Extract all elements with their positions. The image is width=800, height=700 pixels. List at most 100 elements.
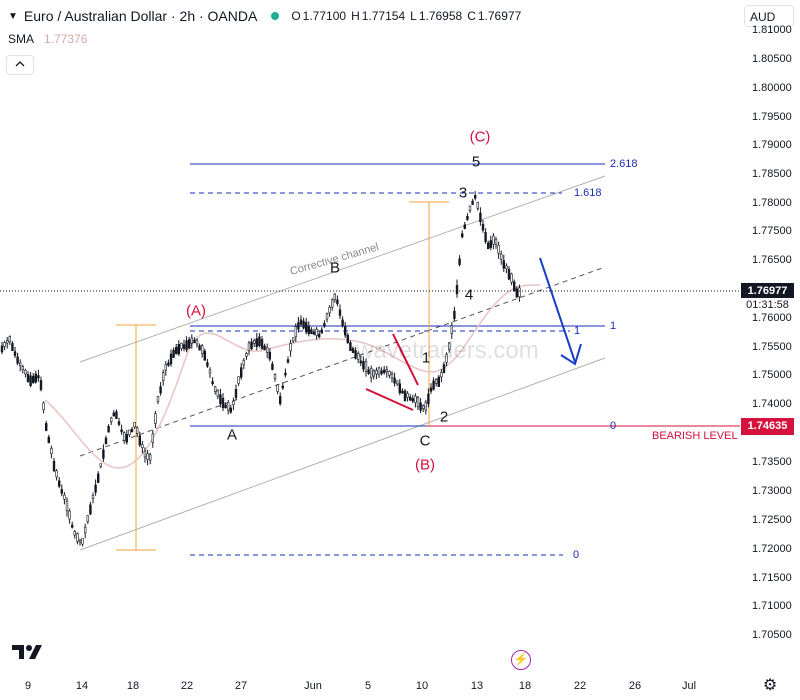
candle-body bbox=[143, 450, 147, 458]
candle-body bbox=[408, 396, 412, 401]
candle-body bbox=[89, 504, 92, 515]
candle-body bbox=[307, 325, 310, 334]
candle-body bbox=[21, 366, 24, 371]
candle-body bbox=[323, 323, 326, 327]
candle-body bbox=[471, 200, 474, 205]
wave-label-5: 5 bbox=[471, 153, 481, 171]
candle-body bbox=[427, 393, 430, 404]
fibonacci-lines bbox=[190, 163, 740, 556]
candle-body bbox=[380, 370, 383, 374]
candle-body bbox=[286, 359, 290, 363]
currency-selector[interactable]: AUD bbox=[744, 5, 794, 27]
wave-label-c: C bbox=[419, 432, 431, 450]
sma-label: SMA bbox=[8, 32, 35, 46]
symbol-title[interactable]: Euro / Australian Dollar · 2h · OANDA bbox=[23, 8, 258, 24]
candle-body bbox=[414, 395, 417, 403]
candle-body bbox=[429, 387, 433, 392]
price-tick: 1.75500 bbox=[752, 341, 792, 353]
candle-body bbox=[299, 319, 303, 325]
wave-label-3: 3 bbox=[458, 184, 468, 202]
candle-body bbox=[333, 293, 336, 301]
countdown-tag: 01:31:58 bbox=[741, 298, 794, 312]
wave-label-2: 2 bbox=[439, 408, 449, 426]
candle-body bbox=[18, 362, 22, 366]
collapse-legend-button[interactable] bbox=[6, 55, 34, 75]
candle-body bbox=[29, 375, 32, 386]
candle-body bbox=[375, 370, 378, 375]
candle-body bbox=[86, 515, 90, 522]
candle-body bbox=[497, 245, 500, 254]
candle-body bbox=[91, 495, 95, 499]
channel-lower-line bbox=[79, 357, 606, 551]
candle-body bbox=[227, 402, 230, 411]
fib-label-mid-1: 1 bbox=[574, 325, 581, 337]
candlestick-series[interactable] bbox=[0, 191, 521, 547]
ohlc-close-key: C bbox=[467, 9, 476, 23]
candle-body bbox=[240, 367, 243, 378]
wave-label-b: B bbox=[329, 259, 341, 277]
price-tick: 1.71000 bbox=[752, 600, 792, 612]
candle-body bbox=[432, 380, 435, 390]
candle-body bbox=[44, 423, 48, 431]
candle-body bbox=[492, 235, 495, 245]
candle-body bbox=[362, 361, 365, 370]
time-tick: 22 bbox=[573, 680, 587, 692]
candle-body bbox=[265, 347, 269, 353]
candle-body bbox=[34, 373, 38, 383]
candle-body bbox=[13, 351, 17, 356]
candle-body bbox=[3, 342, 6, 347]
market-status-icon bbox=[271, 12, 280, 20]
candle-body bbox=[164, 364, 167, 371]
candle-body bbox=[52, 460, 56, 472]
price-tick: 1.72500 bbox=[752, 514, 792, 526]
time-tick: 5 bbox=[364, 680, 372, 692]
sma-indicator-legend[interactable]: SMA 1.77376 bbox=[8, 32, 87, 46]
channel-mid-line bbox=[79, 266, 606, 457]
candle-body bbox=[110, 417, 113, 422]
candle-body bbox=[364, 361, 368, 372]
candle-body bbox=[198, 345, 201, 351]
wave-label-b-paren: (B) bbox=[415, 456, 435, 474]
candle-body bbox=[162, 372, 165, 382]
collapse-arrow-icon[interactable]: ▼ bbox=[8, 10, 18, 22]
candle-body bbox=[419, 402, 422, 411]
candle-body bbox=[175, 346, 178, 354]
candle-body bbox=[468, 205, 472, 211]
candle-body bbox=[50, 448, 53, 454]
fib-label-2618: 2.618 bbox=[610, 158, 638, 170]
price-tick: 1.73000 bbox=[752, 485, 792, 497]
wave-label-4: 4 bbox=[464, 286, 474, 304]
wave-label-a: A bbox=[226, 426, 238, 444]
ohlc-high-key: H bbox=[351, 9, 360, 23]
candle-body bbox=[73, 531, 77, 536]
price-tick: 1.76500 bbox=[752, 254, 792, 266]
candle-body bbox=[65, 500, 69, 512]
candle-body bbox=[201, 345, 204, 354]
candle-body bbox=[260, 339, 264, 349]
candle-body bbox=[341, 319, 344, 327]
ohlc-open-key: O bbox=[291, 9, 301, 23]
candle-body bbox=[123, 432, 126, 441]
candle-body bbox=[76, 533, 79, 542]
candle-body bbox=[258, 336, 261, 346]
candle-body bbox=[245, 352, 248, 357]
candle-body bbox=[208, 369, 212, 374]
candle-body bbox=[102, 449, 105, 459]
time-tick: 22 bbox=[180, 680, 194, 692]
lightning-icon[interactable]: ⚡ bbox=[511, 650, 531, 670]
candle-body bbox=[81, 538, 84, 545]
fib-label-1618: 1.618 bbox=[574, 187, 602, 199]
gear-icon[interactable]: ⚙ bbox=[762, 677, 778, 694]
candle-body bbox=[411, 398, 414, 402]
ohlc-close-value: 1.76977 bbox=[477, 9, 522, 23]
candle-body bbox=[354, 350, 357, 359]
candle-body bbox=[281, 385, 284, 389]
price-tick: 1.74000 bbox=[752, 398, 792, 410]
wave-label-a-paren: (A) bbox=[186, 302, 206, 320]
tradingview-logo[interactable] bbox=[10, 641, 44, 661]
time-tick: 10 bbox=[415, 680, 429, 692]
candle-body bbox=[382, 369, 386, 373]
candle-body bbox=[406, 393, 409, 398]
candle-body bbox=[141, 444, 144, 449]
price-chart[interactable] bbox=[0, 0, 740, 700]
